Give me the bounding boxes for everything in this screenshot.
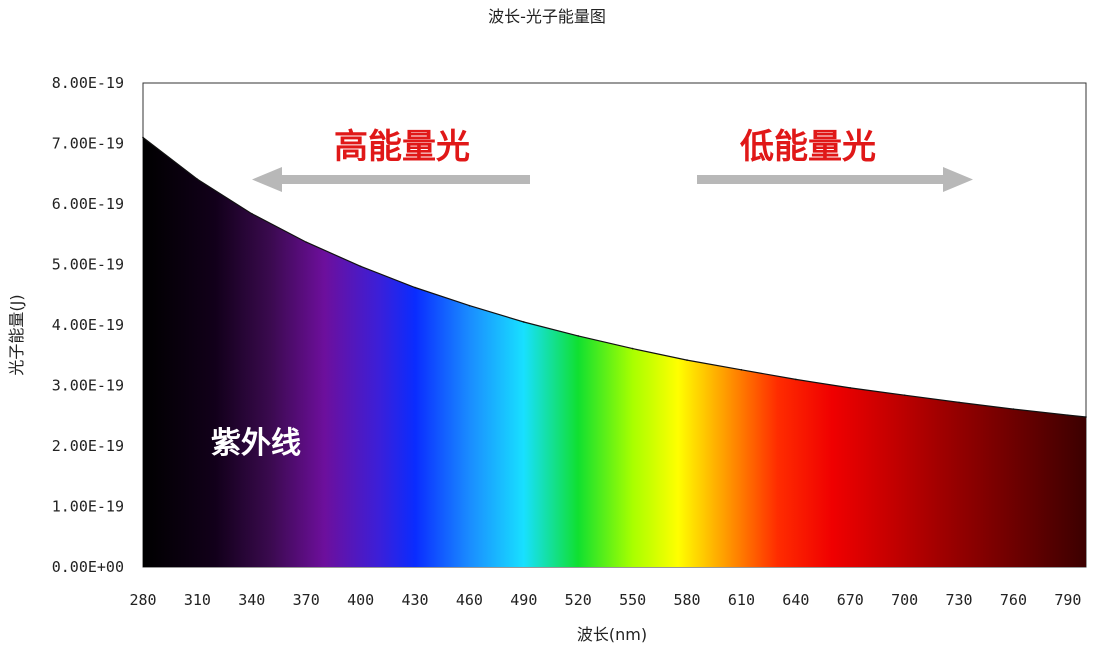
- x-tick-label: 400: [347, 591, 374, 609]
- y-tick-label: 4.00E-19: [52, 316, 124, 334]
- spectrum-fill: [143, 137, 1086, 567]
- x-tick-label: 340: [238, 591, 265, 609]
- y-tick-label: 0.00E+00: [52, 558, 124, 576]
- annotations: 高能量光 低能量光 紫外线: [211, 127, 973, 461]
- x-tick-label: 280: [129, 591, 156, 609]
- data-point: [849, 387, 852, 389]
- data-point: [631, 347, 634, 350]
- uv-label: 紫外线: [211, 426, 301, 461]
- y-axis-label: 光子能量(J): [7, 294, 26, 375]
- y-tick-label: 5.00E-19: [52, 256, 124, 274]
- y-tick-label: 3.00E-19: [52, 377, 124, 395]
- data-point: [305, 241, 308, 243]
- data-point: [795, 378, 797, 381]
- data-point: [740, 368, 743, 371]
- chart-title: 波长-光子能量图: [488, 7, 606, 26]
- data-point: [1012, 408, 1015, 410]
- data-point: [523, 321, 525, 323]
- x-axis-label: 波长(nm): [577, 625, 647, 644]
- x-tick-label: 490: [510, 591, 537, 609]
- left-arrow-icon: [252, 167, 530, 192]
- x-tick-label: 700: [891, 591, 918, 609]
- data-point: [577, 335, 580, 337]
- data-point: [359, 265, 362, 268]
- spectrum-area: [143, 137, 1086, 567]
- x-tick-label: 520: [565, 591, 592, 609]
- x-tick-label: 580: [673, 591, 700, 609]
- low-energy-label: 低能量光: [740, 127, 876, 167]
- x-tick-label: 550: [619, 591, 646, 609]
- x-tick-label: 610: [728, 591, 755, 609]
- y-tick-label: 7.00E-19: [52, 135, 124, 153]
- right-arrow-icon: [697, 167, 973, 192]
- data-point: [1067, 414, 1069, 416]
- data-point: [958, 401, 960, 404]
- x-tick-label: 460: [456, 591, 483, 609]
- y-tick-label: 1.00E-19: [52, 498, 124, 516]
- x-tick-label: 730: [946, 591, 973, 609]
- data-point: [468, 304, 471, 307]
- data-point: [686, 359, 688, 361]
- y-tick-label: 8.00E-19: [52, 74, 124, 92]
- x-axis-ticks: 280 310 340 370 400 430 460 490 520 550 580 610 640 6…: [129, 591, 1081, 609]
- x-tick-label: 640: [782, 591, 809, 609]
- data-point: [196, 178, 199, 180]
- data-point: [903, 394, 906, 396]
- x-tick-label: 430: [401, 591, 428, 609]
- y-axis-ticks: 0.00E+00 1.00E-19 2.00E-19 3.00E-19 4.00E-19…: [52, 74, 124, 576]
- x-tick-label: 310: [184, 591, 211, 609]
- x-tick-label: 790: [1054, 591, 1081, 609]
- x-tick-label: 670: [837, 591, 864, 609]
- x-tick-label: 370: [293, 591, 320, 609]
- y-tick-label: 6.00E-19: [52, 195, 124, 213]
- data-point: [142, 136, 144, 139]
- data-point: [251, 212, 253, 215]
- high-energy-label: 高能量光: [334, 127, 470, 167]
- x-tick-label: 760: [1000, 591, 1027, 609]
- energy-curve: [142, 136, 1087, 418]
- data-point: [414, 286, 416, 289]
- data-point: [1085, 416, 1087, 418]
- y-tick-label: 2.00E-19: [52, 437, 124, 455]
